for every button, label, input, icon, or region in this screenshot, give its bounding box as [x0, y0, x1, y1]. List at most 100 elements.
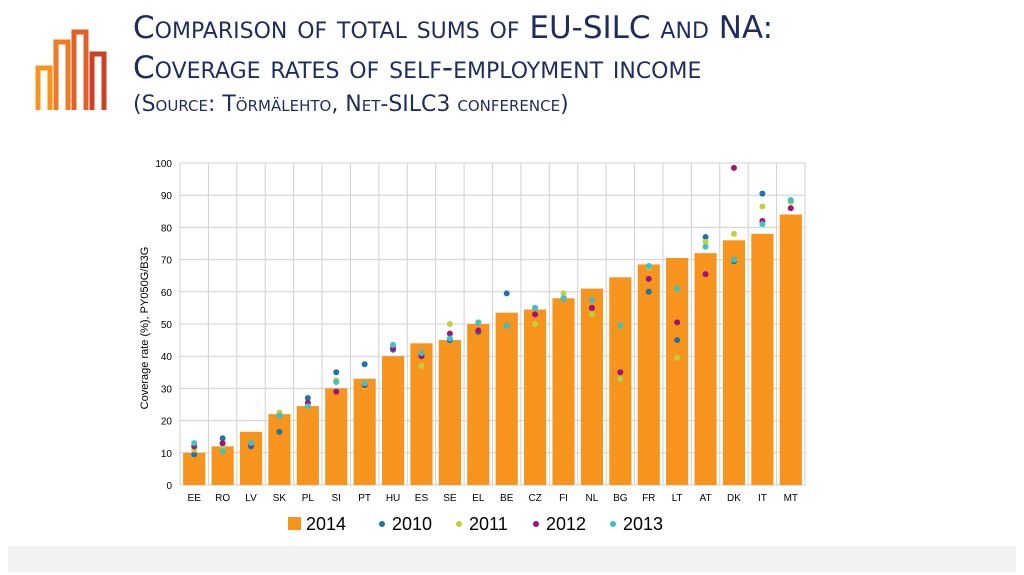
- bar-SE: [438, 340, 461, 485]
- point-2011-AT: [702, 238, 709, 245]
- point-2012-FR: [645, 275, 652, 282]
- point-2013-BE: [503, 322, 510, 329]
- bar-LV: [239, 431, 263, 485]
- bar-MT: [779, 214, 802, 485]
- point-2011-LT: [674, 354, 681, 361]
- tick-labels: 0 10 20 30 40 50 60 70 80 90 100 EE RO LV SK PL SI PT HU ES…: [155, 159, 798, 504]
- point-2013-SI: [333, 378, 340, 385]
- point-2011-ES: [418, 362, 425, 369]
- legend-swatch-point: [456, 521, 462, 527]
- point-2013-LV: [248, 440, 255, 447]
- point-2010-AT: [702, 234, 709, 241]
- point-2012-RO: [219, 440, 226, 447]
- point-2013-CZ: [532, 304, 539, 311]
- x-tick-label: BE: [500, 493, 514, 504]
- point-2012-BG: [617, 369, 624, 376]
- title-line-1: Comparison of total sums of EU-SILC and …: [133, 10, 774, 46]
- logo-stroke-3: [71, 29, 89, 110]
- y-tick-label: 30: [161, 384, 173, 395]
- legend-label: 2012: [546, 514, 586, 534]
- point-2011-CZ: [532, 321, 539, 327]
- point-2013-SE: [446, 335, 453, 342]
- legend-label: 2014: [306, 514, 346, 534]
- x-tick-label: EE: [188, 493, 202, 504]
- x-tick-label: SE: [443, 493, 457, 504]
- x-tick-label: LT: [672, 493, 683, 504]
- x-tick-label: MT: [784, 493, 798, 504]
- point-2013-FR: [645, 263, 652, 270]
- bar-ES: [410, 343, 433, 485]
- y-tick-label: 100: [155, 159, 172, 170]
- point-2013-HU: [390, 341, 397, 348]
- bar-FI: [552, 298, 575, 485]
- point-2011-NL: [588, 311, 595, 318]
- point-2013-EL: [475, 319, 482, 326]
- bar-PT: [353, 378, 376, 485]
- point-series: [191, 164, 794, 458]
- point-2010-LT: [674, 337, 681, 344]
- point-2010-FR: [645, 288, 652, 295]
- point-2013-RO: [219, 448, 226, 455]
- point-2010-IT: [759, 190, 766, 197]
- logo-stroke-1: [35, 65, 53, 110]
- point-2012-EL: [475, 327, 482, 334]
- point-2013-SK: [276, 412, 283, 419]
- y-tick-label: 70: [161, 256, 173, 267]
- x-tick-label: SK: [273, 493, 287, 504]
- bar-SI: [325, 388, 348, 485]
- x-tick-label: FR: [642, 493, 655, 504]
- point-2011-IT: [759, 203, 766, 210]
- point-2013-BG: [617, 322, 624, 329]
- point-2013-IT: [759, 221, 766, 228]
- x-tick-label: BG: [613, 493, 628, 504]
- coverage-chart: 0 10 20 30 40 50 60 70 80 90 100 EE RO LV SK PL SI PT HU ES…: [139, 159, 806, 534]
- point-2012-CZ: [532, 311, 539, 318]
- x-tick-label: PT: [358, 493, 371, 504]
- slide-title: Comparison of total sums of EU-SILC and …: [133, 8, 773, 122]
- point-2012-NL: [588, 304, 595, 311]
- x-tick-label: IT: [758, 493, 767, 504]
- legend: 2014 2010 2011 2012 2013: [288, 514, 663, 534]
- point-2013-LT: [674, 285, 681, 292]
- point-2012-AT: [702, 271, 709, 278]
- point-2010-PL: [304, 395, 311, 402]
- x-tick-label: NL: [586, 493, 599, 504]
- bar-AT: [694, 253, 717, 485]
- point-2010-SK: [276, 428, 283, 435]
- x-tick-label: ES: [415, 493, 429, 504]
- bar-EE: [183, 452, 206, 485]
- bar-RO: [211, 446, 234, 485]
- bar-BE: [495, 312, 518, 485]
- legend-swatch-point: [379, 521, 385, 527]
- bar-PL: [296, 406, 319, 485]
- bar-NL: [580, 288, 604, 485]
- y-tick-label: 60: [161, 288, 173, 299]
- logo-icon: [35, 29, 107, 110]
- y-tick-label: 20: [161, 417, 173, 428]
- bar-EL: [467, 324, 490, 485]
- legend-label: 2013: [623, 514, 663, 534]
- point-2010-PT: [361, 361, 368, 368]
- x-tick-label: EL: [472, 493, 485, 504]
- title-line-2: Coverage rates of self-employment income: [133, 50, 702, 86]
- legend-label: 2010: [392, 514, 432, 534]
- point-2013-PL: [304, 403, 311, 410]
- point-2013-DK: [730, 256, 737, 263]
- x-tick-label: AT: [700, 493, 712, 504]
- point-2012-DK: [730, 164, 737, 171]
- x-tick-label: LV: [245, 493, 257, 504]
- x-tick-label: PL: [302, 493, 315, 504]
- point-2013-NL: [588, 296, 595, 303]
- bar-LT: [666, 257, 689, 485]
- bar-SK: [268, 414, 291, 485]
- point-2012-MT: [787, 205, 794, 212]
- point-2010-RO: [219, 435, 226, 442]
- bar-CZ: [524, 309, 547, 485]
- legend-swatch-point: [533, 521, 539, 527]
- bar-HU: [381, 356, 405, 485]
- x-tick-label: DK: [727, 493, 741, 504]
- y-tick-label: 10: [161, 449, 173, 460]
- point-2010-SI: [333, 369, 340, 376]
- x-tick-label: FI: [559, 493, 568, 504]
- y-tick-label: 40: [161, 352, 173, 363]
